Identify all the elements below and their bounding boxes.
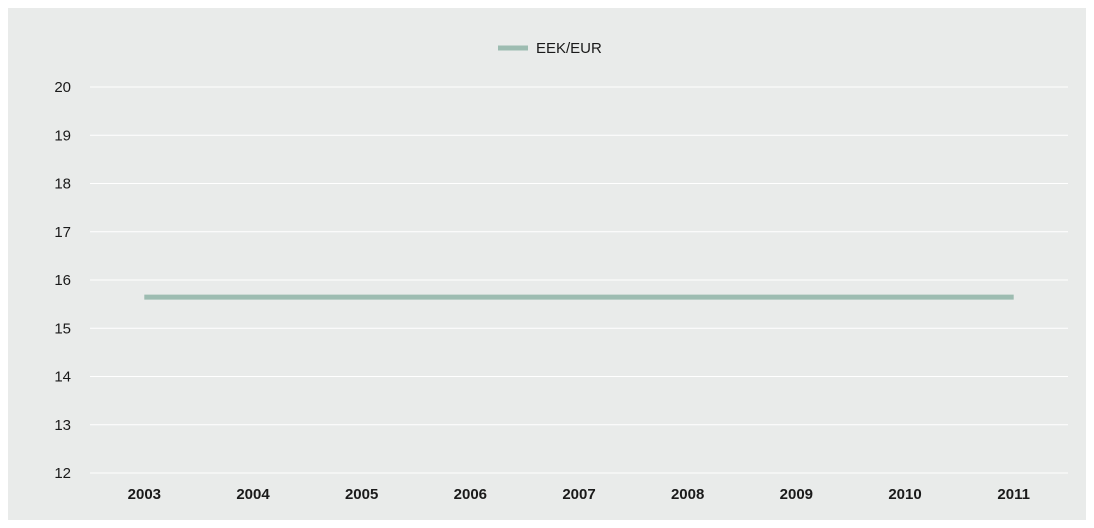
x-tick-label: 2006 (454, 486, 487, 503)
y-tick-label: 18 (54, 176, 71, 193)
legend: EEK/EUR (498, 40, 602, 57)
x-tick-label: 2003 (128, 486, 161, 503)
y-tick-label: 14 (54, 369, 71, 386)
y-tick-label: 17 (54, 224, 71, 241)
legend-label: EEK/EUR (536, 40, 602, 57)
x-tick-label: 2005 (345, 486, 378, 503)
legend-item: EEK/EUR (498, 40, 602, 57)
x-tick-label: 2010 (888, 486, 921, 503)
x-tick-label: 2004 (236, 486, 270, 503)
y-tick-label: 15 (54, 320, 71, 337)
y-axis-ticks: 12 13 14 15 16 17 18 19 20 (54, 79, 71, 482)
x-tick-label: 2009 (780, 486, 813, 503)
x-axis-ticks: 2003 2004 2005 2006 2007 2008 2009 2010 2011 (128, 486, 1030, 503)
y-tick-label: 13 (54, 417, 71, 434)
y-tick-label: 16 (54, 272, 71, 289)
y-tick-label: 19 (54, 127, 71, 144)
x-tick-label: 2007 (562, 486, 595, 503)
gridlines (90, 86, 1068, 474)
y-tick-label: 20 (54, 79, 71, 96)
chart-panel: 12 13 14 15 16 17 18 19 20 2003 2004 2005 2006 2007 2… (8, 8, 1086, 520)
x-tick-label: 2008 (671, 486, 704, 503)
y-tick-label: 12 (54, 465, 71, 482)
x-tick-label: 2011 (997, 486, 1030, 503)
